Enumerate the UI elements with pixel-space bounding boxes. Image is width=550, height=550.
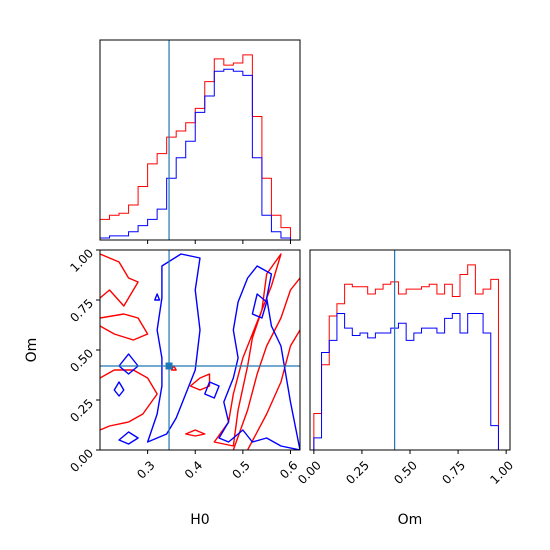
contour-x-tick-label: 0.3 — [134, 458, 157, 481]
contour-line-series-a — [247, 329, 300, 450]
contour-line-series-b — [218, 265, 300, 450]
om-x-tick-label: 0.25 — [343, 458, 372, 487]
contour-x-tick-label: 0.5 — [230, 458, 253, 481]
contour-line-series-b — [204, 381, 220, 399]
contour-line-series-b — [154, 293, 161, 301]
contour-line-series-b — [251, 293, 268, 319]
contour-line-series-a — [232, 277, 300, 450]
h0-histogram-series — [100, 54, 300, 240]
om-histogram-series — [313, 264, 507, 450]
om-histogram-series-series-a — [313, 264, 507, 450]
contour-line-series-b — [118, 431, 139, 445]
h0-histogram-panel — [99, 39, 301, 244]
contour-y-tick-label: 0.75 — [67, 296, 96, 325]
om-histogram-ticks: 0.00 0.25 0.50 0.75 1.00 — [295, 450, 516, 487]
h0-om-contour-panel: 0.3 0.4 0.5 0.60.000.250.500.751.00 H0 Om — [24, 246, 301, 528]
contour-line-series-b — [146, 253, 201, 443]
contour-truth-marker — [165, 362, 173, 370]
contour-line-series-a — [185, 429, 206, 437]
om-histogram-series-series-b — [313, 313, 507, 450]
h0-histogram-series-series-a — [100, 54, 300, 240]
om-x-tick-label: 1.00 — [487, 458, 516, 487]
contour-line-series-a — [100, 369, 158, 431]
contour-frame — [99, 249, 301, 451]
om-x-tick-label: 0.00 — [295, 458, 324, 487]
contour-xlabel: H0 — [190, 512, 209, 528]
h0-histogram-ticks — [147, 240, 291, 244]
om-x-tick-label: 0.50 — [391, 458, 420, 487]
contour-series — [100, 253, 300, 450]
contour-y-tick-label: 0.00 — [67, 446, 96, 475]
contour-ylabel: Om — [24, 338, 40, 363]
contour-line-series-a — [100, 253, 139, 307]
contour-line-series-b — [113, 381, 125, 397]
om-histogram-panel: 0.00 0.25 0.50 0.75 1.00 Om — [295, 249, 516, 528]
contour-y-tick-label: 0.50 — [67, 346, 96, 375]
om-histogram-frame — [309, 249, 511, 451]
h0-histogram-series-series-b — [100, 68, 300, 240]
contour-line-series-a — [213, 253, 282, 447]
contour-y-tick-label: 0.25 — [67, 396, 96, 425]
om-histogram-xlabel: Om — [398, 512, 423, 528]
om-x-tick-label: 0.75 — [439, 458, 468, 487]
contour-line-series-a — [170, 365, 177, 371]
contour-line-series-a — [100, 313, 149, 341]
h0-histogram-frame — [99, 39, 301, 241]
contour-line-series-a — [189, 373, 211, 391]
contour-y-tick-label: 1.00 — [67, 246, 96, 275]
contour-x-tick-label: 0.4 — [182, 458, 205, 481]
